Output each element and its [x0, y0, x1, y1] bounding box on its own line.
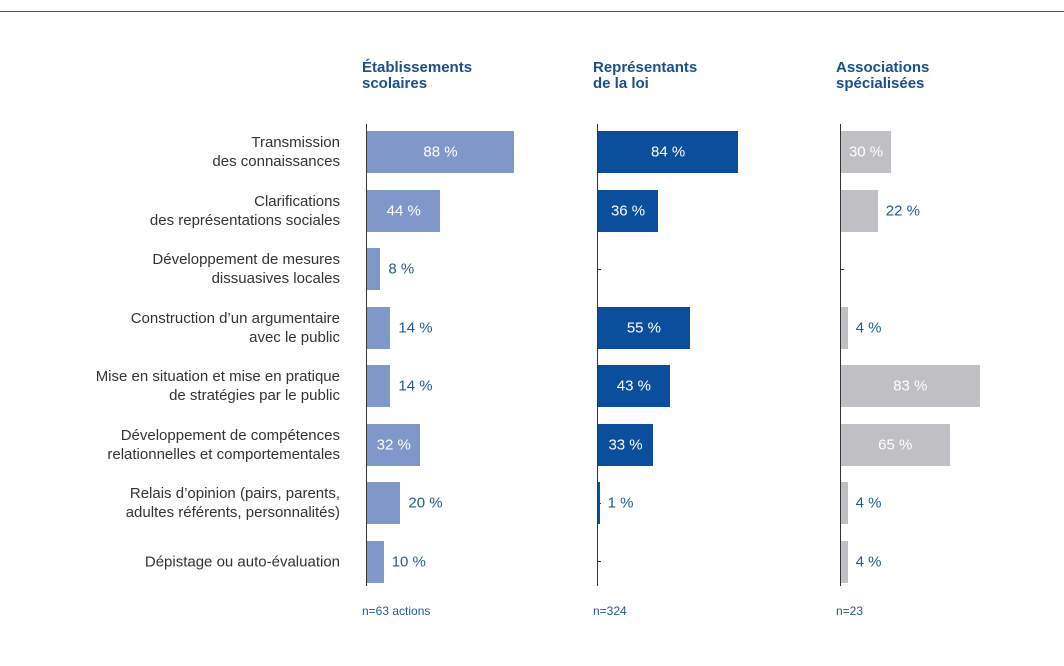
category-label: Dépistage ou auto-évaluation	[144, 553, 340, 570]
bar	[367, 248, 381, 290]
sample-note: n=63 actions	[362, 604, 431, 618]
value-label: 8 %	[388, 260, 415, 278]
value-label: 22 %	[885, 202, 920, 219]
bar	[367, 306, 391, 349]
panel-title: Établissements scolaires	[362, 59, 473, 92]
category-label: Mise en situation et mise en pratique de…	[95, 368, 340, 404]
bar	[598, 306, 690, 349]
value-label: 4 %	[855, 494, 882, 512]
value-label: 14 %	[398, 319, 433, 336]
value-label: 4 %	[855, 553, 882, 570]
bar	[598, 365, 670, 407]
bar	[367, 482, 401, 524]
bar	[367, 131, 514, 173]
value-label: 83 %	[893, 377, 928, 395]
bar	[598, 189, 659, 232]
axis-line	[597, 124, 598, 586]
top-rule	[0, 11, 1064, 12]
value-label: 4 %	[855, 319, 882, 336]
category-label: Transmission des connaissances	[212, 134, 340, 170]
axis-line	[366, 124, 367, 586]
category-label: Développement de mesures dissuasives loc…	[152, 251, 340, 287]
axis-tick	[840, 268, 844, 270]
value-label: 1 %	[607, 494, 634, 512]
category-label: Clarifications des représentations socia…	[149, 192, 340, 229]
axis-line	[840, 124, 841, 586]
category-label: Relais d’opinion (pairs, parents, adulte…	[125, 485, 340, 521]
bar	[598, 423, 654, 466]
axis-tick	[597, 268, 601, 270]
sample-note: n=324	[593, 604, 627, 618]
value-label: 55 %	[626, 319, 662, 336]
value-label: 43 %	[616, 377, 651, 395]
bar	[841, 189, 878, 232]
value-label: 44 %	[386, 202, 421, 219]
value-label: 10 %	[391, 553, 426, 570]
value-label: 84 %	[651, 143, 686, 161]
bar	[367, 365, 391, 407]
value-label: 32 %	[376, 436, 411, 453]
panel-title: Associations spécialisées	[836, 59, 930, 92]
bar	[841, 540, 848, 583]
bar	[841, 423, 950, 466]
bar	[367, 540, 384, 583]
value-label: 65 %	[878, 436, 913, 453]
value-label: 33 %	[608, 436, 643, 453]
bar	[598, 482, 600, 524]
bar	[841, 365, 980, 407]
bar	[367, 189, 441, 232]
bar	[367, 423, 421, 466]
value-label: 20 %	[408, 494, 443, 512]
category-label: Développement de compétences relationnel…	[107, 426, 340, 463]
bar	[841, 306, 848, 349]
bar	[841, 482, 848, 524]
value-label: 36 %	[610, 202, 646, 219]
value-label: 88 %	[423, 143, 458, 161]
sample-note: n=23	[836, 604, 864, 618]
bar	[598, 131, 739, 173]
bar	[841, 131, 892, 173]
axis-tick	[597, 561, 601, 562]
value-label: 14 %	[398, 377, 433, 395]
panel-title: Représentants de la loi	[593, 59, 698, 92]
value-label: 30 %	[848, 143, 884, 161]
category-label: Construction d’un argumentaire avec le p…	[130, 309, 340, 346]
